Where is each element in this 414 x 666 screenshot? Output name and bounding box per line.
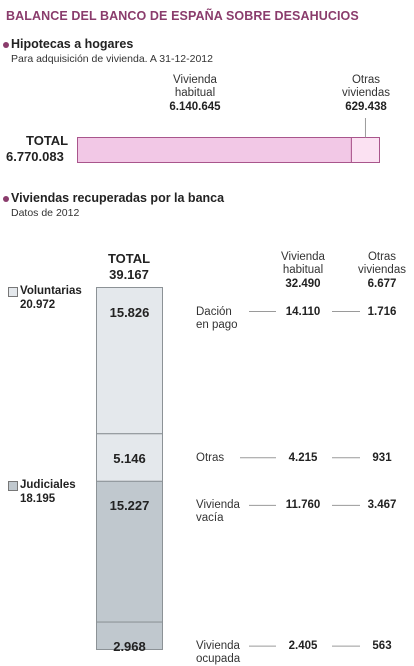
voluntarias-legend-swatch xyxy=(8,287,18,297)
mortgage-bar-habitual xyxy=(77,137,352,163)
row-label-dacion-en-pago-1: Dación xyxy=(196,305,232,318)
row-label-dacion-en-pago-2: en pago xyxy=(196,318,238,331)
section1-title: Hipotecas a hogares xyxy=(11,37,134,51)
section2-title: Viviendas recuperadas por la banca xyxy=(11,191,225,205)
group-value-voluntarias: 20.972 xyxy=(20,299,56,311)
recovered-total-label: TOTAL xyxy=(107,251,151,266)
row-total-vivienda-vacia: 15.227 xyxy=(109,498,150,514)
stack-segment-vivienda-ocupada xyxy=(96,621,163,651)
mortgage-habitual-label-1: Vivienda xyxy=(173,74,217,86)
row-otras-vivienda-vacia: 3.467 xyxy=(367,499,397,512)
mortgage-otras-value: 629.438 xyxy=(345,101,387,113)
row-label-vivienda-vacia-1: Vivienda xyxy=(196,499,240,512)
group-label-judiciales: Judiciales xyxy=(20,479,76,491)
row-otras-dacion-en-pago: 1.716 xyxy=(367,305,397,318)
mortgage-total-label: TOTAL xyxy=(26,133,69,148)
section1-subtitle: Para adquisición de vivienda. A 31-12-20… xyxy=(11,53,213,65)
mortgage-habitual-value: 6.140.645 xyxy=(169,101,221,113)
row-label-otras-1: Otras xyxy=(196,451,225,464)
row-total-vivienda-ocupada: 2.968 xyxy=(113,639,146,655)
row-label-vivienda-vacia-2: vacía xyxy=(196,512,224,525)
row-otras-vivienda-ocupada: 563 xyxy=(372,640,392,653)
row-habitual-vivienda-vacia: 11.760 xyxy=(285,499,321,512)
mortgage-otras-label-1: Otras xyxy=(351,74,381,86)
row-total-dacion-en-pago: 15.826 xyxy=(109,304,150,320)
bullet-icon xyxy=(3,42,9,48)
row-habitual-otras: 4.215 xyxy=(288,451,318,464)
row-total-otras: 5.146 xyxy=(113,450,146,466)
section2-subtitle: Datos de 2012 xyxy=(11,207,80,219)
row-otras-otras: 931 xyxy=(372,451,392,464)
stack-segment-dacion-en-pago xyxy=(96,287,163,435)
mortgage-habitual-label-2: habitual xyxy=(174,87,216,99)
group-label-voluntarias: Voluntarias xyxy=(20,285,82,297)
row-label-vivienda-ocupada-1: Vivienda xyxy=(196,640,240,653)
recovered-total-value: 39.167 xyxy=(109,267,149,282)
row-label-vivienda-ocupada-2: ocupada xyxy=(196,653,241,666)
stack-segment-otras xyxy=(96,433,163,482)
mortgage-otras-label-2: viviendas xyxy=(342,87,390,99)
mortgage-total-value: 6.770.083 xyxy=(6,149,64,164)
col-otras-label-1: Otras xyxy=(367,251,397,263)
row-habitual-vivienda-ocupada: 2.405 xyxy=(288,640,318,653)
judiciales-legend-swatch xyxy=(8,481,18,491)
col-habitual-label-1: Vivienda xyxy=(281,251,325,263)
col-habitual-value: 32.490 xyxy=(285,278,321,290)
stack-segment-vivienda-vacia xyxy=(96,480,163,623)
col-otras-label-2: viviendas xyxy=(358,264,406,276)
col-habitual-label-2: habitual xyxy=(282,264,324,276)
page-title: BALANCE DEL BANCO DE ESPAÑA SOBRE DESAHU… xyxy=(6,9,359,23)
bullet-icon xyxy=(3,196,9,202)
mortgage-bar-otras xyxy=(350,137,381,163)
col-otras-value: 6.677 xyxy=(367,278,397,290)
group-value-judiciales: 18.195 xyxy=(20,493,56,505)
row-habitual-dacion-en-pago: 14.110 xyxy=(285,305,321,318)
